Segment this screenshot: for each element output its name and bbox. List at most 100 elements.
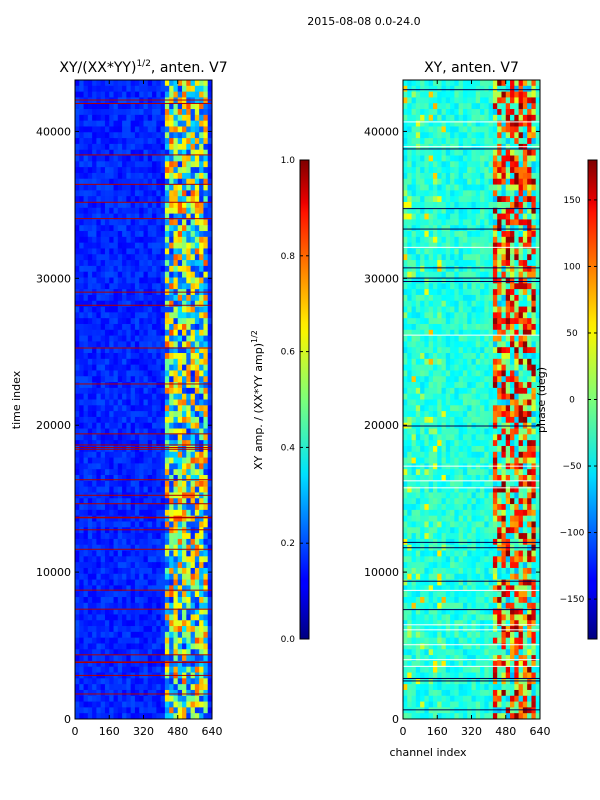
left-heatmap-cell <box>79 196 85 203</box>
right-heatmap-cell <box>462 254 468 261</box>
right-heatmap-cell <box>535 225 540 232</box>
right-heatmap-cell <box>492 265 498 273</box>
right-heatmap-cell <box>535 306 540 313</box>
right-heatmap-cell <box>471 184 477 191</box>
left-heatmap-cell <box>92 242 98 250</box>
left-heatmap-cell <box>164 364 170 372</box>
right-heatmap-cell <box>497 231 503 238</box>
left-heatmap-cell <box>177 167 183 174</box>
left-heatmap-cell <box>126 149 132 157</box>
left-heatmap-cell <box>160 265 166 273</box>
right-heatmap-cell <box>471 294 477 302</box>
left-heatmap-cell <box>152 260 157 267</box>
left-heatmap-cell <box>147 556 153 563</box>
left-heatmap-cell <box>126 329 132 337</box>
left-heatmap-cell <box>173 614 179 621</box>
left-heatmap-cell <box>92 573 98 581</box>
left-heatmap-cell <box>134 567 140 575</box>
left-heatmap-cell <box>173 649 179 656</box>
left-heatmap-cell <box>207 678 212 685</box>
left-heatmap-cell <box>104 149 110 157</box>
left-heatmap-cell <box>194 678 200 685</box>
left-heatmap-cell <box>156 498 162 505</box>
left-heatmap-cell <box>96 91 102 99</box>
left-heatmap-cell <box>79 306 85 313</box>
left-heatmap-cell <box>122 300 127 308</box>
right-heatmap-cell <box>441 161 447 168</box>
right-heatmap-cell <box>488 306 494 313</box>
left-heatmap-cell <box>83 138 89 145</box>
left-heatmap-cell <box>177 434 183 441</box>
left-heatmap-cell <box>194 626 200 633</box>
left-heatmap-cell <box>164 167 170 174</box>
left-heatmap-cell <box>164 666 170 674</box>
left-heatmap-cell <box>143 486 149 494</box>
left-heatmap-cell <box>83 300 89 308</box>
left-heatmap-cell <box>79 422 85 430</box>
right-heatmap-cell <box>445 178 451 186</box>
left-heatmap-cell <box>134 382 140 389</box>
right-heatmap-cell <box>462 91 468 99</box>
left-heatmap-cell <box>199 248 205 255</box>
right-heatmap-cell <box>445 312 451 319</box>
left-heatmap-cell <box>113 713 119 719</box>
left-heatmap-cell <box>186 97 192 104</box>
right-heatmap-cell <box>471 300 477 308</box>
left-heatmap-cell <box>126 184 132 191</box>
left-heatmap-cell <box>109 219 115 226</box>
left-heatmap-cell <box>152 602 157 610</box>
left-heatmap-cell <box>190 347 196 354</box>
left-heatmap-cell <box>156 155 162 162</box>
left-heatmap-cell <box>126 544 132 552</box>
right-heatmap-cell <box>432 120 438 128</box>
right-heatmap-cell <box>531 161 537 168</box>
left-heatmap-cell <box>207 387 212 395</box>
right-heatmap-cell <box>411 155 417 162</box>
left-heatmap-cell <box>139 713 145 719</box>
left-heatmap-cell <box>143 143 149 151</box>
left-heatmap-cell <box>100 660 106 668</box>
left-heatmap-cell <box>113 161 119 168</box>
right-heatmap-cell <box>484 109 490 116</box>
right-heatmap-cell <box>411 109 417 116</box>
left-heatmap-cell <box>87 533 93 540</box>
left-flag-line <box>75 218 212 220</box>
left-heatmap-cell <box>207 155 212 162</box>
left-heatmap-cell <box>164 707 170 714</box>
left-heatmap-cell <box>130 678 136 685</box>
right-heatmap-cell <box>424 277 430 284</box>
left-heatmap-cell <box>75 167 80 174</box>
left-heatmap-cell <box>160 242 166 250</box>
right-heatmap-cell <box>458 91 464 99</box>
left-heatmap-cell <box>79 329 85 337</box>
left-heatmap-cell <box>117 353 123 360</box>
left-heatmap-cell <box>182 85 187 93</box>
left-heatmap-cell <box>147 684 153 691</box>
left-heatmap-cell <box>134 684 140 691</box>
right-heatmap-cell <box>492 306 498 313</box>
left-heatmap-cell <box>139 172 145 180</box>
left-heatmap-cell <box>130 265 136 273</box>
left-heatmap-cell <box>130 556 136 563</box>
left-heatmap-cell <box>79 91 85 99</box>
left-heatmap-cell <box>207 364 212 372</box>
right-heatmap-cell <box>471 242 477 250</box>
left-heatmap-cell <box>130 695 136 703</box>
left-heatmap-cell <box>122 190 127 197</box>
right-heatmap-cell <box>462 225 468 232</box>
left-heatmap-cell <box>164 695 170 703</box>
right-heatmap-cell <box>454 219 460 226</box>
right-heatmap-cell <box>454 242 460 250</box>
left-heatmap-cell <box>207 143 212 151</box>
right-heatmap-cell <box>535 132 540 139</box>
right-heatmap-cell <box>492 114 498 122</box>
right-heatmap-cell <box>501 201 507 209</box>
left-heatmap-cell <box>143 167 149 174</box>
right-heatmap-cell <box>505 184 511 191</box>
left-heatmap-cell <box>177 353 183 360</box>
left-heatmap-cell <box>92 463 98 470</box>
left-heatmap-cell <box>156 219 162 226</box>
left-heatmap-cell <box>177 422 183 430</box>
left-heatmap-cell <box>100 469 106 476</box>
left-heatmap-cell <box>177 178 183 186</box>
